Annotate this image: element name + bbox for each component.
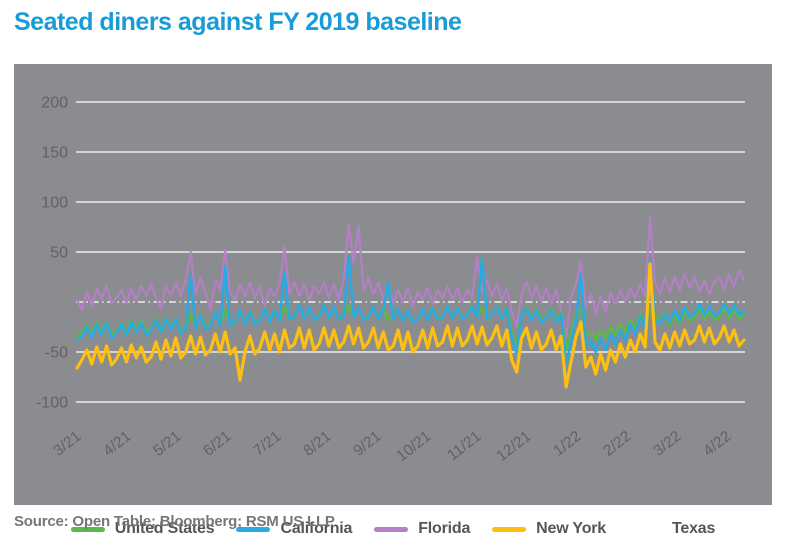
series-line-california <box>75 254 746 366</box>
y-axis-tick-label: 100 <box>41 195 68 212</box>
x-axis-tick-label: 7/21 <box>250 428 284 460</box>
chart-panel: 200 150 100 50 -50 -100 3/21 4/21 5/21 6/21 7/21 8/… <box>14 64 772 537</box>
legend-item-california: California <box>236 520 352 538</box>
florida-swatch <box>374 526 409 532</box>
x-axis-tick-label: 12/21 <box>493 428 534 465</box>
y-axis-tick-label: -50 <box>45 345 68 362</box>
x-axis-tick-label: 2/22 <box>600 428 634 460</box>
united-states-swatch <box>70 526 105 532</box>
x-axis-tick-label: 5/21 <box>150 428 184 460</box>
x-axis-tick-label: 11/21 <box>444 428 484 465</box>
series-line-new-york <box>75 262 746 389</box>
x-axis-tick-label: 4/21 <box>100 428 134 460</box>
new-york-swatch <box>492 526 527 532</box>
x-axis-tick-label: 4/22 <box>700 428 734 460</box>
x-axis-tick-label: 3/22 <box>650 428 684 460</box>
y-axis-tick-label: -100 <box>36 395 68 412</box>
texas-swatch <box>628 527 662 532</box>
x-axis-tick-label: 9/21 <box>350 428 384 460</box>
california-swatch <box>236 526 271 532</box>
legend-label: Texas <box>672 520 716 537</box>
legend-item-florida: Florida <box>374 520 470 538</box>
legend-label: Florida <box>418 520 471 537</box>
y-axis-tick-label: 50 <box>50 245 68 262</box>
plot-area: 200 150 100 50 -50 -100 3/21 4/21 5/21 6/21 7/21 8/… <box>36 95 746 465</box>
legend-item-united-states: United States <box>70 520 215 538</box>
legend-item-new-york: New York <box>492 520 606 538</box>
x-axis-tick-label: 3/21 <box>50 428 84 460</box>
legend-item-texas: Texas <box>628 520 715 538</box>
x-axis-tick-label: 6/21 <box>200 428 234 460</box>
chart-title: Seated diners against FY 2019 baseline <box>14 8 462 36</box>
x-axis-tick-label: 10/21 <box>393 428 434 465</box>
x-axis-tick-label: 1/22 <box>550 428 584 460</box>
chart-legend: United States California Florida New Yor… <box>14 520 772 538</box>
legend-label: New York <box>536 520 607 537</box>
y-axis-tick-label: 150 <box>41 145 68 162</box>
source-note: Source: Open Table; Bloomberg; RSM US LL… <box>14 513 335 530</box>
legend-label: California <box>280 520 353 537</box>
legend-label: United States <box>114 520 215 537</box>
series-line-florida <box>75 215 746 339</box>
y-axis-tick-label: 200 <box>41 95 68 112</box>
x-axis-tick-label: 8/21 <box>300 428 334 460</box>
